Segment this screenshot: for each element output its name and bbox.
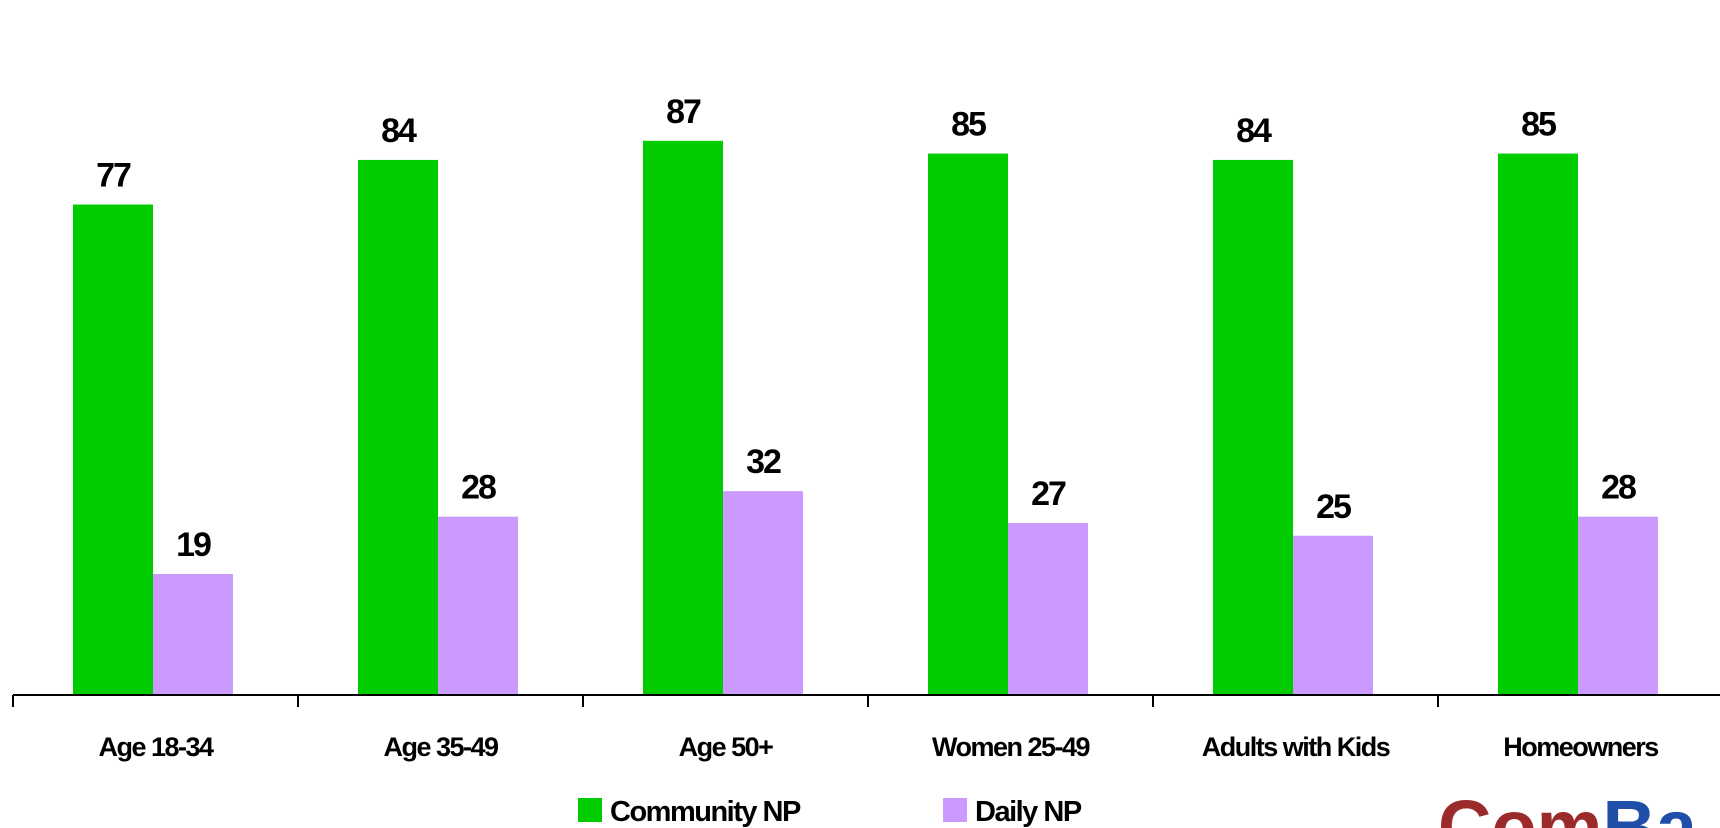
data-label-daily-np-1: 19: [176, 526, 211, 564]
bar-daily-np-4: [1008, 523, 1088, 695]
legend: Community NP Daily NP: [578, 796, 1083, 828]
legend-swatch-daily-np: [943, 798, 967, 822]
bars-group: [73, 140, 1658, 696]
data-label-community-np-3: 87: [666, 93, 701, 131]
logo-text-part1: Com: [1438, 785, 1602, 828]
value-labels-group: 77 19 84 28 87 32 85 27 84 25 85 28: [96, 93, 1638, 564]
x-tick-labels-group: Age 18-34 Age 35-49 Age 50+ Women 25-49 Adul…: [98, 732, 1659, 762]
bar-daily-np-6: [1578, 516, 1658, 695]
x-tick-label-1: Age 18-34: [98, 732, 214, 762]
bar-community-np-4: [928, 153, 1008, 696]
logo-text: ComBa: [1438, 785, 1698, 828]
data-label-daily-np-3: 32: [746, 443, 781, 481]
legend-label-daily-np: Daily NP: [975, 796, 1082, 828]
x-tick-label-3: Age 50+: [679, 732, 774, 762]
bar-daily-np-5: [1293, 535, 1373, 695]
x-tick-label-6: Homeowners: [1503, 732, 1658, 762]
logo-text-part2: Ba: [1602, 785, 1697, 828]
data-label-daily-np-4: 27: [1031, 475, 1066, 513]
x-axis: [12, 694, 1720, 707]
data-label-community-np-6: 85: [1521, 106, 1556, 144]
data-label-daily-np-5: 25: [1316, 488, 1351, 526]
x-tick-label-5: Adults with Kids: [1202, 732, 1390, 762]
bar-community-np-2: [358, 159, 438, 696]
bar-daily-np-1: [153, 573, 233, 695]
data-label-daily-np-2: 28: [461, 469, 496, 507]
bar-daily-np-2: [438, 516, 518, 695]
x-tick-label-4: Women 25-49: [932, 732, 1091, 762]
legend-swatch-community-np: [578, 798, 602, 822]
data-label-community-np-4: 85: [951, 106, 986, 144]
bar-community-np-3: [643, 140, 723, 695]
data-label-community-np-2: 84: [381, 112, 417, 150]
bar-community-np-6: [1498, 153, 1578, 696]
legend-label-community-np: Community NP: [610, 796, 801, 828]
data-label-community-np-1: 77: [96, 157, 131, 195]
bar-community-np-5: [1213, 159, 1293, 696]
data-label-community-np-5: 84: [1236, 112, 1272, 150]
x-tick-label-2: Age 35-49: [383, 732, 499, 762]
logo: ComBa: [1438, 785, 1698, 828]
data-label-daily-np-6: 28: [1601, 469, 1636, 507]
bar-daily-np-3: [723, 491, 803, 695]
bar-community-np-1: [73, 204, 153, 695]
